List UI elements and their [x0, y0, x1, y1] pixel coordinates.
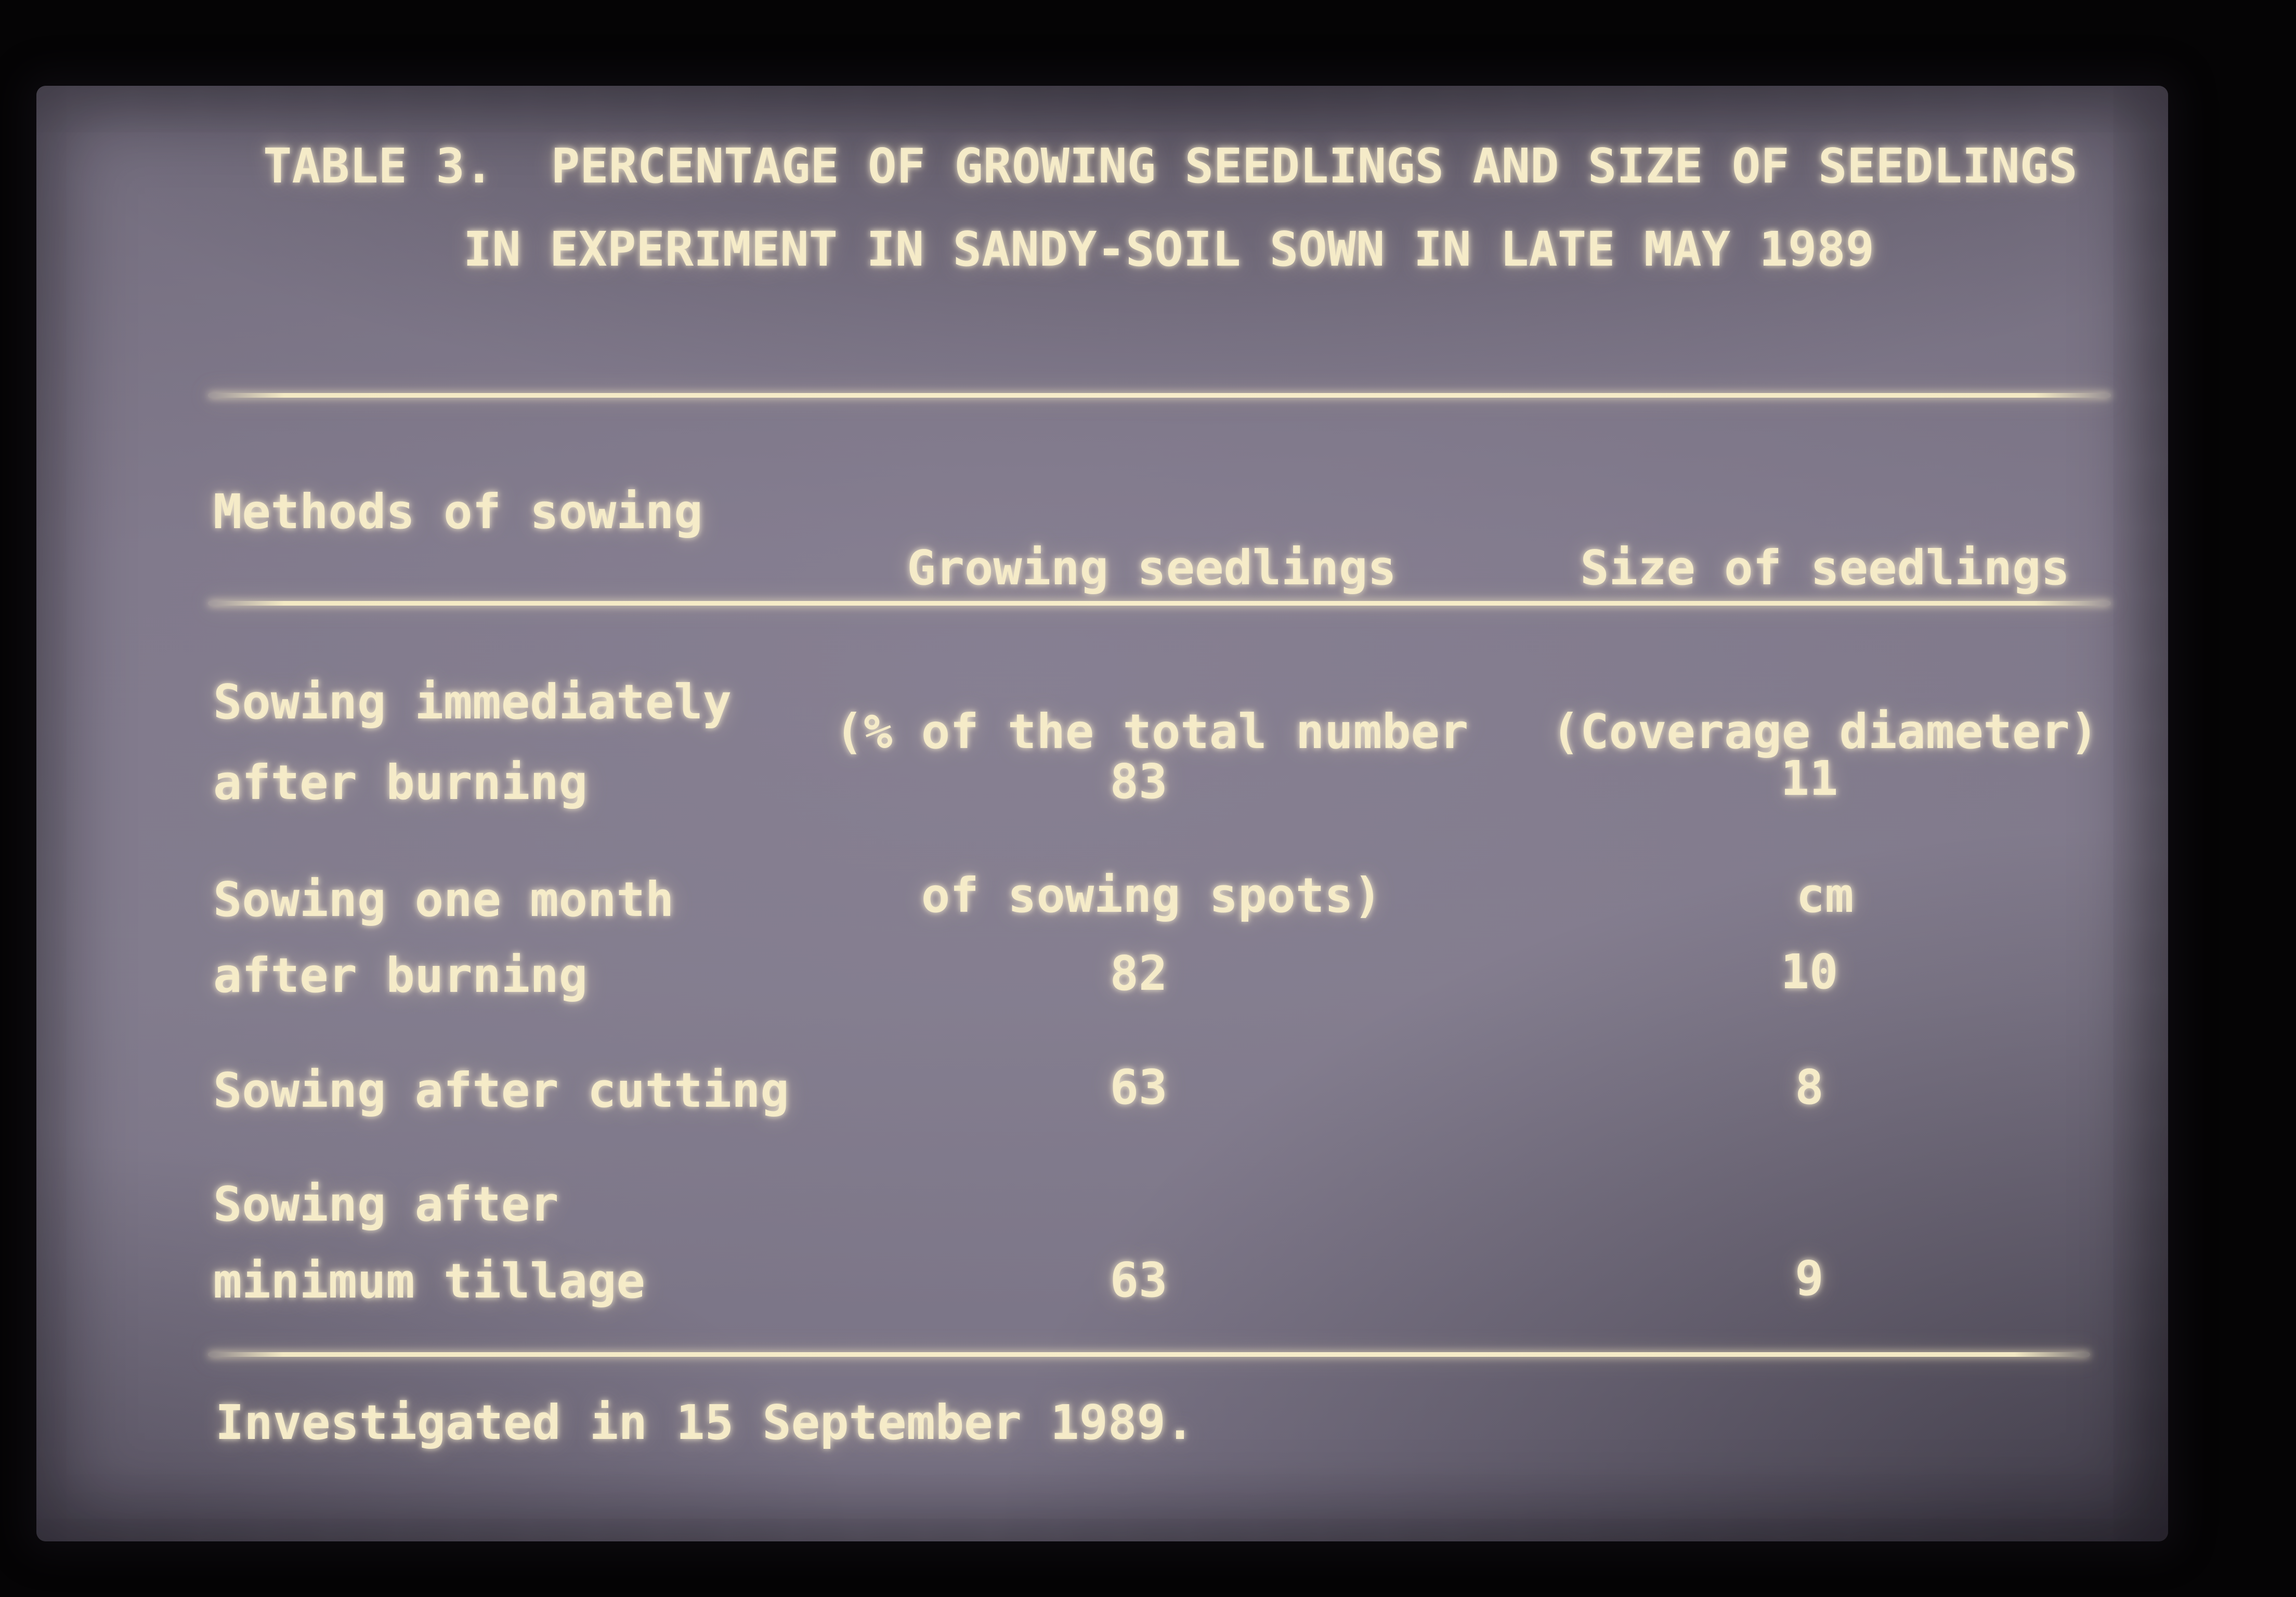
col-header-growing-line1: Growing seedlings [907, 540, 1397, 596]
col-header-size: Size of seedlings (Coverage diameter) cm [1513, 431, 2137, 1032]
row2-label-line2: after burning [213, 948, 588, 1003]
row3-label-line1: Sowing after cutting [213, 1063, 789, 1118]
row2-growing-pct: 82 [1110, 946, 1168, 1001]
footer-rule [208, 1352, 2090, 1357]
slide: TABLE 3. PERCENTAGE OF GROWING SEEDLINGS… [36, 86, 2168, 1541]
row3-growing-pct: 63 [1110, 1059, 1168, 1115]
row4-label-line2: minimum tillage [213, 1253, 645, 1309]
table-title-line1: TABLE 3. PERCENTAGE OF GROWING SEEDLINGS… [263, 138, 2078, 194]
row4-label-line1: Sowing after [213, 1176, 559, 1232]
col-header-size-line2: (Coverage diameter) [1551, 704, 2099, 760]
header-bottom-rule [208, 601, 2111, 606]
row4-growing-pct: 63 [1110, 1252, 1168, 1308]
col-header-growing-line3: of sowing spots) [921, 868, 1382, 923]
col-header-size-line3: cm [1796, 868, 1854, 923]
row4-size-cm: 9 [1795, 1251, 1824, 1306]
row1-growing-pct: 83 [1110, 754, 1168, 809]
row1-label-line1: Sowing immediately [213, 674, 732, 730]
footer-note: Investigated in 15 September 1989. [215, 1395, 1195, 1450]
row1-size-cm: 11 [1780, 751, 1838, 806]
col-header-size-line1: Size of seedlings [1580, 540, 2070, 596]
header-top-rule [208, 393, 2111, 398]
col-header-growing: Growing seedlings (% of the total number… [808, 431, 1495, 1032]
row1-label-line2: after burning [213, 755, 588, 810]
row2-label-line1: Sowing one month [213, 872, 674, 927]
col-header-methods: Methods of sowing [213, 484, 703, 540]
row3-size-cm: 8 [1795, 1059, 1824, 1115]
table-title-line2: IN EXPERIMENT IN SANDY-SOIL SOWN IN LATE… [463, 221, 1875, 277]
row2-size-cm: 10 [1780, 944, 1838, 1000]
col-header-growing-line2: (% of the total number [834, 704, 1469, 760]
